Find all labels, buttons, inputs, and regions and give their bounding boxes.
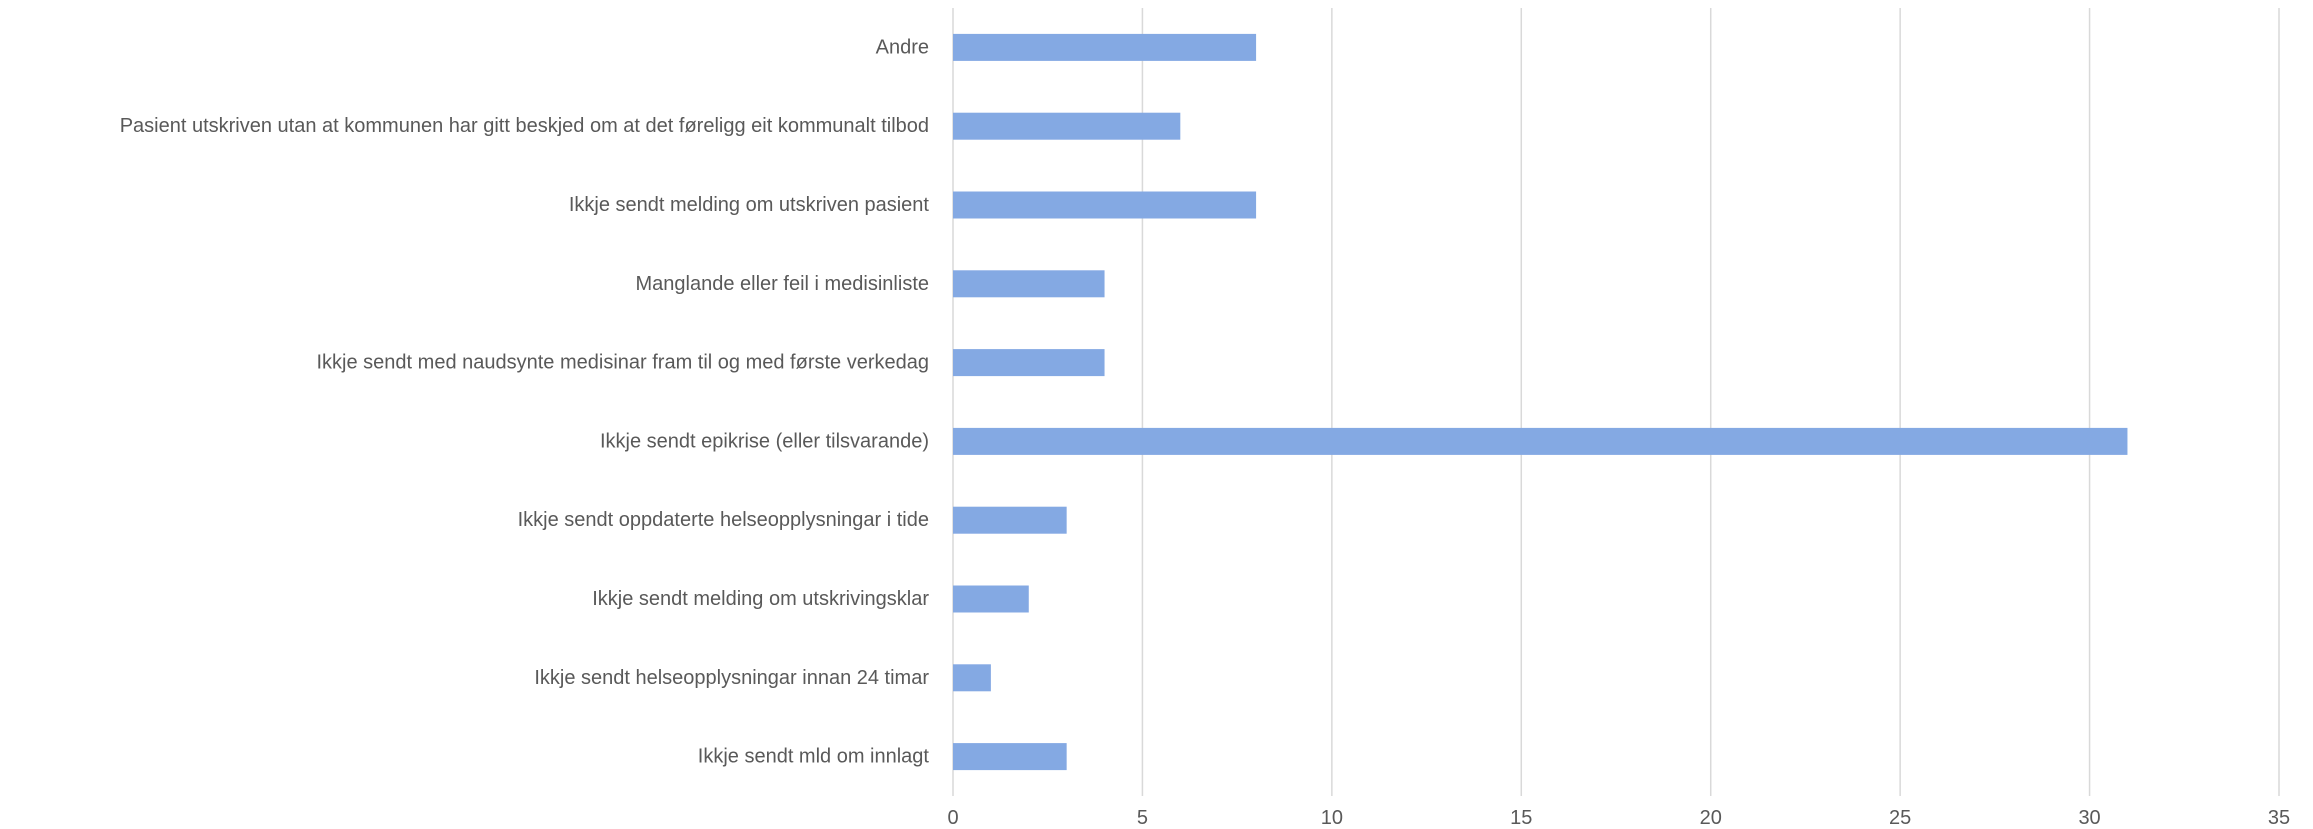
- bar: [953, 506, 1067, 534]
- bar: [953, 33, 1257, 61]
- category-label: Ikkje sendt helseopplysningar innan 24 t…: [534, 667, 929, 689]
- category-label: Ikkje sendt melding om utskriven pasient: [569, 194, 930, 216]
- bar: [953, 112, 1181, 140]
- category-label: Ikkje sendt med naudsynte medisinar fram…: [317, 352, 930, 374]
- x-tick-label: 10: [1321, 807, 1343, 829]
- category-label: Ikkje sendt epikrise (eller tilsvarande): [600, 430, 929, 452]
- x-tick-label: 35: [2268, 807, 2290, 829]
- bar: [953, 585, 1029, 613]
- category-label: Manglande eller feil i medisinliste: [636, 273, 929, 295]
- bars: [953, 33, 2128, 771]
- category-label: Andre: [876, 36, 929, 58]
- category-label: Ikkje sendt mld om innlagt: [698, 746, 930, 768]
- bar: [953, 743, 1067, 771]
- x-tick-label: 5: [1137, 807, 1148, 829]
- x-tick-label: 15: [1510, 807, 1532, 829]
- x-tick-label: 20: [1700, 807, 1722, 829]
- category-label: Ikkje sendt melding om utskrivingsklar: [592, 588, 929, 610]
- x-tick-label: 0: [947, 807, 958, 829]
- x-tick-label: 30: [2078, 807, 2100, 829]
- x-tick-label: 25: [1889, 807, 1911, 829]
- bar: [953, 664, 991, 692]
- bar: [953, 270, 1105, 298]
- bar: [953, 191, 1257, 219]
- x-axis-tick-labels: 0 5 10 15 20 25 30 35: [947, 807, 2290, 829]
- category-label: Ikkje sendt oppdaterte helseopplysningar…: [518, 509, 929, 531]
- category-label: Pasient utskriven utan at kommunen har g…: [120, 115, 929, 137]
- category-labels: Andre Pasient utskriven utan at kommunen …: [120, 36, 930, 767]
- bar: [953, 427, 2128, 455]
- bar: [953, 349, 1105, 377]
